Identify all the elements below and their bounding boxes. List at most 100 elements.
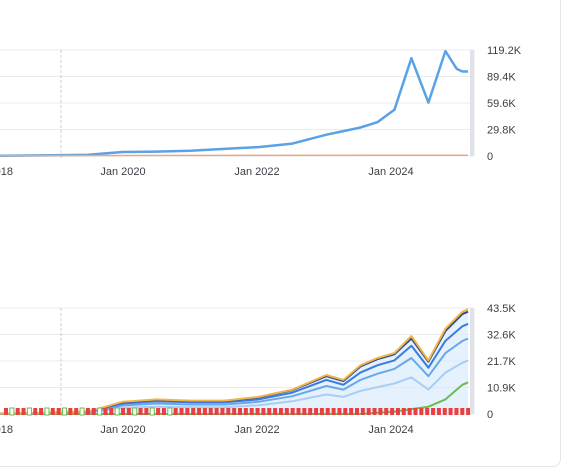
- bottom-chart-event-marker: [50, 408, 55, 415]
- bottom-chart-event-marker: [308, 408, 313, 415]
- bottom-chart-event-marker: [232, 408, 237, 415]
- bottom-chart-event-marker: [454, 408, 459, 415]
- bottom-chart-event-marker: [68, 408, 73, 415]
- bottom-chart-event-marker: [425, 408, 430, 415]
- bottom-chart-event-marker: [366, 408, 371, 415]
- bottom-chart-series-line: [0, 337, 469, 415]
- bottom-chart-event-marker: [226, 408, 231, 415]
- bottom-chart-event-marker: [197, 408, 202, 415]
- top-chart-x-tick-label: Jan 2024: [368, 166, 413, 178]
- bottom-chart-series-line: [0, 322, 469, 415]
- bottom-chart-x-tick-label: 018: [0, 424, 13, 436]
- bottom-chart-event-marker: [419, 408, 424, 415]
- bottom-chart-y-tick-label: 21.7K: [487, 356, 516, 368]
- top-chart-series-line: [0, 154, 469, 157]
- bottom-chart-event-marker: [290, 408, 295, 415]
- bottom-chart-event-marker: [442, 408, 447, 415]
- bottom-chart-event-marker: [436, 408, 441, 415]
- top-chart-series-line: [0, 49, 469, 158]
- bottom-chart-event-marker: [273, 408, 278, 415]
- bottom-chart-event-marker: [15, 408, 20, 415]
- bottom-chart-event-marker: [138, 408, 143, 415]
- bottom-chart-event-marker: [401, 408, 406, 415]
- bottom-chart-event-marker: [126, 408, 131, 415]
- bottom-chart-event-marker: [302, 408, 307, 415]
- bottom-chart-event-marker: [185, 408, 190, 415]
- bottom-chart-event-marker: [208, 408, 213, 415]
- bottom-chart-x-tick-label: Jan 2020: [100, 424, 145, 436]
- bottom-chart-scroll-handle: [470, 308, 474, 414]
- top-chart-y-tick-label: 29.8K: [487, 125, 516, 137]
- bottom-chart-event-marker: [384, 408, 389, 415]
- bottom-chart-event-marker: [56, 408, 61, 415]
- traffic-chart: 119.2K 89.4K 59.6K 29.8K 0 018 Jan 2020 Jan 202…: [0, 45, 522, 178]
- bottom-chart-event-marker: [85, 408, 90, 415]
- bottom-chart-event-marker: [296, 408, 301, 415]
- bottom-chart-y-tick-label: 0: [487, 409, 493, 421]
- bottom-chart-event-marker: [26, 407, 32, 416]
- bottom-chart-event-marker: [407, 408, 412, 415]
- bottom-chart-event-marker: [39, 408, 44, 415]
- bottom-chart-event-marker: [267, 408, 272, 415]
- bottom-chart-event-marker: [74, 408, 79, 415]
- bottom-chart-event-marker: [372, 408, 377, 415]
- bottom-chart-event-marker: [349, 408, 354, 415]
- top-chart-y-tick-label: 59.6K: [487, 98, 516, 110]
- bottom-chart-event-marker: [156, 408, 161, 415]
- bottom-chart-event-marker: [243, 408, 248, 415]
- top-chart-y-tick-label: 89.4K: [487, 72, 516, 84]
- bottom-chart-event-marker: [413, 408, 418, 415]
- top-chart-x-tick-label: Jan 2022: [234, 166, 279, 178]
- top-chart-y-tick-label: 119.2K: [487, 45, 522, 57]
- bottom-chart-event-marker: [44, 407, 50, 416]
- bottom-chart-x-tick-label: Jan 2024: [368, 424, 413, 436]
- bottom-chart-event-marker: [144, 408, 149, 415]
- bottom-chart-event-marker: [355, 408, 359, 415]
- bottom-chart-event-marker: [132, 407, 138, 416]
- bottom-chart-y-tick-label: 10.9K: [487, 383, 516, 395]
- bottom-chart-event-marker: [62, 407, 67, 416]
- bottom-chart-event-marker: [249, 408, 254, 415]
- top-chart-y-tick-label: 0: [487, 151, 493, 163]
- bottom-chart-event-marker: [97, 407, 103, 416]
- bottom-chart-event-marker: [91, 408, 96, 415]
- bottom-chart-event-marker: [390, 408, 395, 415]
- bottom-chart-event-marker: [21, 408, 26, 415]
- bottom-chart-event-marker: [191, 408, 196, 415]
- bottom-chart-x-tick-label: Jan 2022: [234, 424, 279, 436]
- bottom-chart-event-marker: [33, 408, 38, 415]
- bottom-chart-event-marker: [255, 408, 260, 415]
- bottom-chart-event-marker: [202, 408, 207, 415]
- bottom-chart-event-marker: [114, 407, 120, 416]
- bottom-chart-event-marker: [278, 408, 283, 415]
- bottom-chart-event-marker: [79, 407, 85, 416]
- bottom-chart-event-marker: [325, 408, 330, 415]
- keywords-chart: 43.5K 32.6K 21.7K 10.9K 0 018 Jan 2020 Jan 2022…: [0, 303, 516, 436]
- bottom-chart-event-marker: [4, 408, 8, 415]
- bottom-chart-area-fill: [0, 309, 469, 414]
- bottom-chart-series-line: [0, 359, 469, 415]
- bottom-chart-event-marker: [343, 408, 348, 415]
- bottom-chart-event-marker: [179, 408, 184, 415]
- bottom-chart-y-tick-label: 32.6K: [487, 330, 516, 342]
- top-chart-x-tick-label: Jan 2020: [100, 166, 145, 178]
- bottom-chart-event-marker: [431, 408, 436, 415]
- bottom-chart-y-tick-label: 43.5K: [487, 303, 516, 315]
- bottom-chart-event-marker: [261, 408, 266, 415]
- bottom-chart-event-marker: [337, 408, 342, 415]
- bottom-chart-event-marker: [319, 408, 324, 415]
- bottom-chart-event-marker: [448, 408, 453, 415]
- bottom-chart-event-marker: [460, 408, 465, 415]
- bottom-chart-event-marker: [466, 408, 471, 415]
- bottom-chart-event-marker: [331, 408, 336, 415]
- bottom-chart-series-line: [0, 308, 469, 415]
- bottom-chart-event-marker: [284, 408, 289, 415]
- bottom-chart-event-marker: [9, 407, 15, 416]
- bottom-chart-event-marker: [378, 408, 383, 415]
- top-chart-x-tick-label: 018: [0, 166, 13, 178]
- bottom-chart-event-marker: [238, 408, 242, 415]
- top-chart-scroll-handle: [470, 50, 474, 156]
- bottom-chart-event-marker: [167, 407, 173, 416]
- bottom-chart-event-marker: [395, 408, 400, 415]
